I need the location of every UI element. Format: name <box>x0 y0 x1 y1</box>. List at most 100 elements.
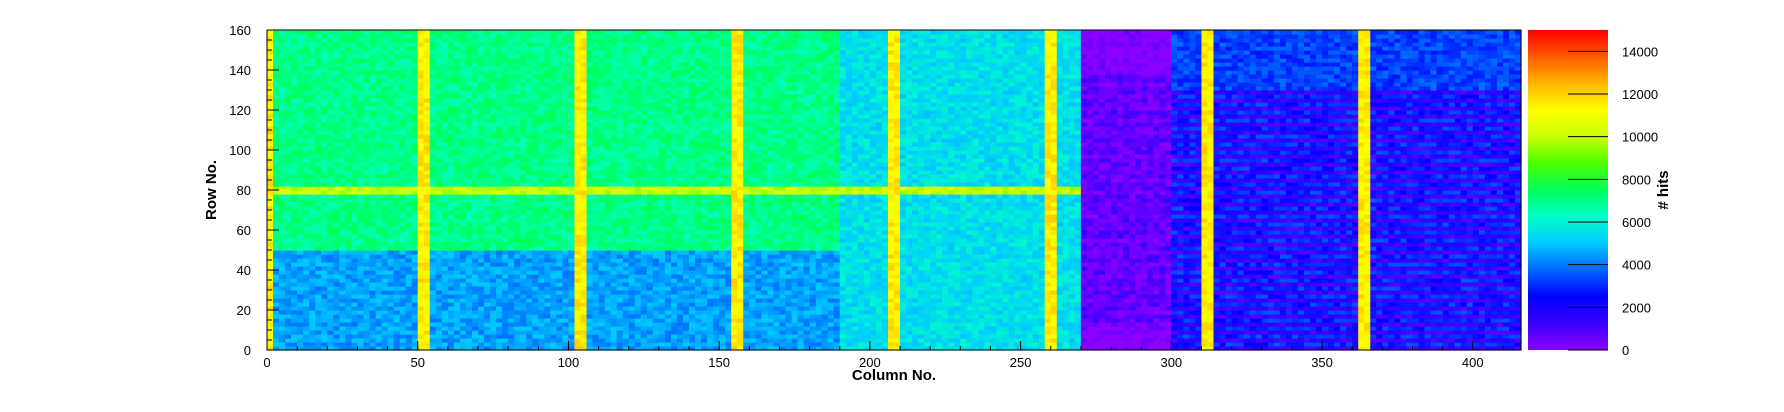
heatmap-cell <box>580 194 588 199</box>
heatmap-cell <box>387 254 395 259</box>
heatmap-cell <box>568 58 576 63</box>
heatmap-cell <box>604 294 612 299</box>
heatmap-cell <box>291 346 298 351</box>
heatmap-cell <box>441 174 449 179</box>
heatmap-cell <box>574 102 582 107</box>
heatmap-cell <box>471 326 479 331</box>
heatmap-cell <box>484 338 491 343</box>
heatmap-cell <box>622 254 630 259</box>
heatmap-cell <box>574 214 582 219</box>
heatmap-cell <box>387 190 395 195</box>
heatmap-cell <box>592 58 600 63</box>
heatmap-cell <box>526 106 533 111</box>
heatmap-cell <box>303 142 310 147</box>
heatmap-cell <box>508 86 515 91</box>
heatmap-cell <box>417 338 425 343</box>
heatmap-cell <box>556 66 564 71</box>
heatmap-cell <box>610 42 618 47</box>
heatmap-cell <box>502 30 509 35</box>
heatmap-cell <box>321 198 328 203</box>
heatmap-cell <box>399 310 407 315</box>
heatmap-cell <box>526 78 533 83</box>
heatmap-cell <box>267 330 274 335</box>
heatmap-cell <box>490 270 497 275</box>
heatmap-cell <box>538 118 545 123</box>
heatmap-cell <box>363 154 371 159</box>
heatmap-cell <box>393 342 401 347</box>
heatmap-cell <box>441 106 449 111</box>
heatmap-cell <box>393 158 401 163</box>
heatmap-cell <box>556 86 564 91</box>
heatmap-cell <box>375 30 383 35</box>
heatmap-cell <box>327 326 334 331</box>
heatmap-cell <box>628 346 636 351</box>
heatmap-cell <box>598 238 606 243</box>
heatmap-cell <box>333 50 340 55</box>
heatmap-cell <box>459 214 467 219</box>
heatmap-cell <box>592 246 600 251</box>
heatmap-cell <box>634 282 642 287</box>
heatmap-cell <box>496 266 503 271</box>
heatmap-cell <box>303 234 310 239</box>
heatmap-cell <box>291 330 298 335</box>
heatmap-cell <box>628 118 636 123</box>
heatmap-cell <box>405 114 413 119</box>
heatmap-cell <box>345 210 353 215</box>
heatmap-cell <box>568 262 576 267</box>
heatmap-cell <box>279 290 286 295</box>
heatmap-cell <box>309 254 316 259</box>
heatmap-cell <box>532 266 539 271</box>
heatmap-cell <box>369 114 377 119</box>
heatmap-cell <box>447 346 455 351</box>
heatmap-cell <box>291 342 298 347</box>
heatmap-cell <box>363 334 371 339</box>
heatmap-cell <box>351 46 359 51</box>
heatmap-cell <box>622 66 630 71</box>
heatmap-cell <box>357 114 365 119</box>
heatmap-cell <box>592 114 600 119</box>
heatmap-cell <box>339 158 346 163</box>
heatmap-cell <box>471 346 479 351</box>
heatmap-cell <box>297 298 304 303</box>
heatmap-cell <box>387 210 395 215</box>
heatmap-cell <box>628 286 636 291</box>
heatmap-cell <box>405 262 413 267</box>
heatmap-cell <box>417 270 425 275</box>
heatmap-cell <box>562 338 570 343</box>
heatmap-cell <box>423 42 431 47</box>
heatmap-cell <box>393 94 401 99</box>
heatmap-cell <box>562 214 570 219</box>
heatmap-cell <box>598 318 606 323</box>
heatmap-cell <box>285 214 292 219</box>
heatmap-cell <box>484 210 491 215</box>
heatmap-cell <box>538 334 545 339</box>
heatmap-cell <box>351 186 359 191</box>
heatmap-cell <box>405 238 413 243</box>
heatmap-cell <box>309 262 316 267</box>
heatmap-cell <box>309 310 316 315</box>
heatmap-cell <box>411 330 419 335</box>
heatmap-cell <box>333 234 340 239</box>
heatmap-cell <box>580 198 588 203</box>
heatmap-cell <box>598 138 606 143</box>
heatmap-cell <box>586 130 594 135</box>
heatmap-cell <box>478 322 485 327</box>
heatmap-cell <box>471 262 479 267</box>
heatmap-cell <box>363 162 371 167</box>
heatmap-cell <box>490 210 497 215</box>
heatmap-cell <box>556 254 564 259</box>
heatmap-cell <box>387 246 395 251</box>
heatmap-cell <box>478 290 485 295</box>
heatmap-cell <box>381 334 389 339</box>
heatmap-cell <box>309 74 316 79</box>
heatmap-cell <box>315 98 322 103</box>
heatmap-cell <box>423 334 431 339</box>
heatmap-cell <box>592 42 600 47</box>
heatmap-cell <box>381 182 389 187</box>
heatmap-cell <box>387 294 395 299</box>
heatmap-cell <box>393 66 401 71</box>
heatmap-cell <box>592 162 600 167</box>
heatmap-cell <box>429 50 437 55</box>
heatmap-cell <box>393 102 401 107</box>
heatmap-cell <box>502 326 509 331</box>
